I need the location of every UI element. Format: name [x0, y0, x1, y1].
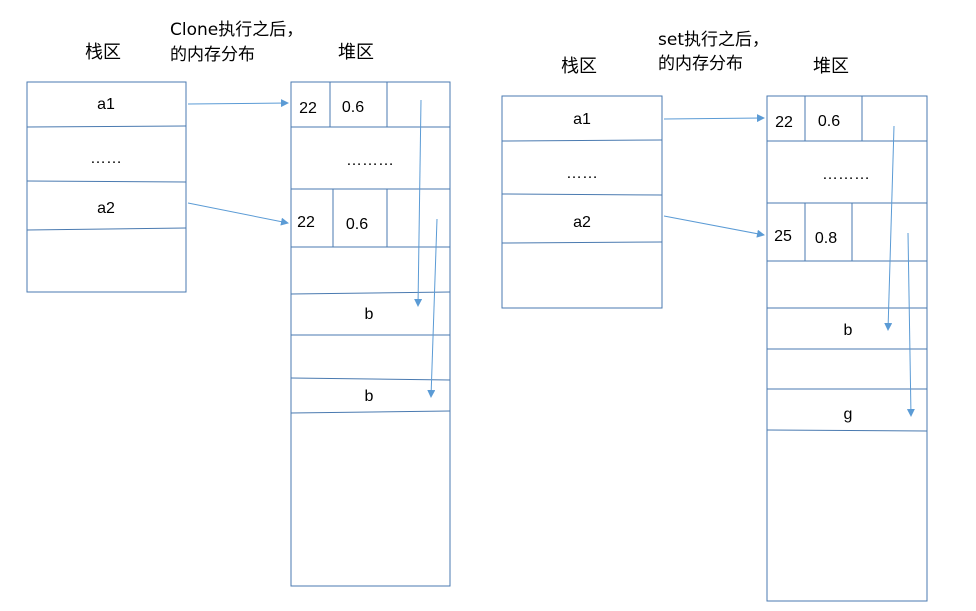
left-obj2-score: 0.6	[346, 216, 368, 233]
left-arrow-a1-to-obj1	[187, 99, 289, 108]
left-stack-cell-ellipsis: ……	[90, 150, 122, 167]
right-stack-cell-ellipsis: ……	[566, 165, 598, 182]
left-stack-title: 栈区	[85, 42, 121, 63]
right-string-2: g	[844, 406, 853, 423]
left-heap: 22 0.6 ……… 22 0.6 b b	[290, 81, 451, 587]
right-arrow-a1-to-obj1	[663, 114, 765, 123]
right-caption-line2: 的内存分布	[658, 54, 743, 74]
left-string-2: b	[365, 388, 374, 405]
left-obj1-age: 22	[299, 100, 317, 117]
left-stack-cell-a1: a1	[97, 96, 115, 113]
left-heap-ellipsis: ………	[346, 152, 394, 169]
right-stack-title: 栈区	[561, 56, 597, 77]
right-obj1-score: 0.6	[818, 113, 840, 130]
right-obj2-score: 0.8	[815, 230, 837, 247]
right-heap: 22 0.6 ……… 25 0.8 b g	[766, 95, 928, 602]
left-arrow-obj1-to-string1	[414, 99, 423, 307]
left-obj1-score: 0.6	[342, 99, 364, 116]
right-stack-cell-a1: a1	[573, 111, 591, 128]
right-caption-line1: set执行之后，	[658, 30, 769, 50]
right-panel: set执行之后， 的内存分布 栈区 堆区 a1 …… a2	[501, 30, 928, 602]
right-obj1-age: 22	[775, 114, 793, 131]
left-caption-line1: Clone执行之后，	[170, 20, 303, 40]
right-stack-cell-a2: a2	[573, 214, 591, 231]
right-heap-title: 堆区	[813, 56, 849, 77]
left-stack: a1 …… a2	[26, 81, 187, 293]
left-panel: Clone执行之后， 的内存分布 栈区 堆区 a1 …… a2	[26, 20, 451, 587]
right-obj2-age: 25	[774, 228, 792, 245]
left-heap-title: 堆区	[338, 42, 374, 63]
right-string-1: b	[844, 322, 853, 339]
left-obj2-age: 22	[297, 214, 315, 231]
right-stack: a1 …… a2	[501, 95, 663, 309]
left-arrow-a2-to-obj2	[187, 202, 289, 226]
left-caption-line2: 的内存分布	[170, 45, 255, 65]
left-arrow-obj2-to-string2	[427, 218, 438, 398]
right-arrow-a2-to-obj2	[663, 215, 765, 238]
left-string-1: b	[365, 306, 374, 323]
left-stack-cell-a2: a2	[97, 200, 115, 217]
right-heap-ellipsis: ………	[822, 166, 870, 183]
right-arrow-obj2-to-string2	[906, 232, 915, 417]
right-arrow-obj1-to-string1	[884, 125, 895, 331]
